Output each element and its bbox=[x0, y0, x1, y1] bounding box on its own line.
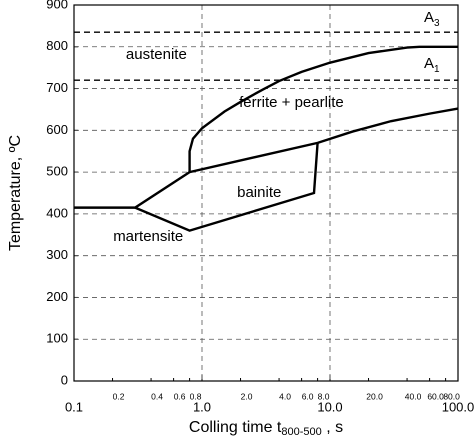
x-minor-tick-label: 0.2 bbox=[113, 391, 125, 401]
x-minor-tick-label: 20.0 bbox=[366, 391, 383, 401]
x-minor-tick-label: 0.6 bbox=[174, 391, 186, 401]
plot-frame bbox=[73, 4, 459, 382]
series-label: A3 bbox=[424, 9, 440, 29]
x-axis-label-sub: 800-500 bbox=[281, 426, 321, 438]
y-axis-label: Temperature, ºC bbox=[7, 135, 24, 251]
y-tick-label: 700 bbox=[46, 80, 68, 95]
region-label: bainite bbox=[237, 184, 281, 201]
region-label: ferrite + pearlite bbox=[239, 94, 344, 111]
y-tick-label: 200 bbox=[46, 289, 68, 304]
x-tick-label: 10.0 bbox=[317, 399, 342, 414]
y-tick-label: 300 bbox=[46, 247, 68, 262]
series-label-main: A bbox=[424, 9, 434, 26]
transformation-curve bbox=[188, 45, 458, 173]
y-tick-label: 600 bbox=[46, 122, 68, 137]
x-minor-tick-label: 0.8 bbox=[190, 391, 202, 401]
x-minor-tick-label: 60.0 bbox=[427, 391, 444, 401]
y-tick-label: 900 bbox=[46, 0, 68, 11]
transformation-curve bbox=[134, 142, 319, 232]
series-label-sub: 1 bbox=[434, 64, 440, 75]
x-minor-tick-label: 80.0 bbox=[443, 391, 460, 401]
x-axis-label-main: Colling time t bbox=[189, 419, 282, 436]
y-tick-label: 800 bbox=[46, 38, 68, 53]
x-axis-label: Colling time t800-500 , s bbox=[189, 419, 343, 438]
x-axis-label-tail: , s bbox=[322, 419, 343, 436]
x-minor-tick-label: 8.0 bbox=[318, 391, 330, 401]
region-label: austenite bbox=[126, 46, 187, 63]
x-minor-tick-label: 0.4 bbox=[151, 391, 163, 401]
x-tick-label: 0.1 bbox=[65, 399, 83, 414]
series-label-main: A bbox=[424, 55, 434, 72]
series-label-sub: 3 bbox=[434, 18, 440, 29]
x-minor-tick-label: 6.0 bbox=[302, 391, 314, 401]
x-minor-tick-label: 4.0 bbox=[279, 391, 291, 401]
region-label: martensite bbox=[113, 228, 183, 245]
y-tick-label: 100 bbox=[46, 331, 68, 346]
x-minor-tick-label: 2.0 bbox=[241, 391, 253, 401]
y-tick-label: 0 bbox=[61, 372, 68, 387]
transformation-curve bbox=[74, 107, 459, 209]
series-label: A1 bbox=[424, 55, 440, 75]
x-tick-label: 1.0 bbox=[193, 399, 211, 414]
x-tick-label: 100.0 bbox=[442, 399, 474, 414]
y-tick-label: 400 bbox=[46, 205, 68, 220]
y-tick-label: 500 bbox=[46, 164, 68, 179]
x-minor-tick-label: 40.0 bbox=[405, 391, 422, 401]
